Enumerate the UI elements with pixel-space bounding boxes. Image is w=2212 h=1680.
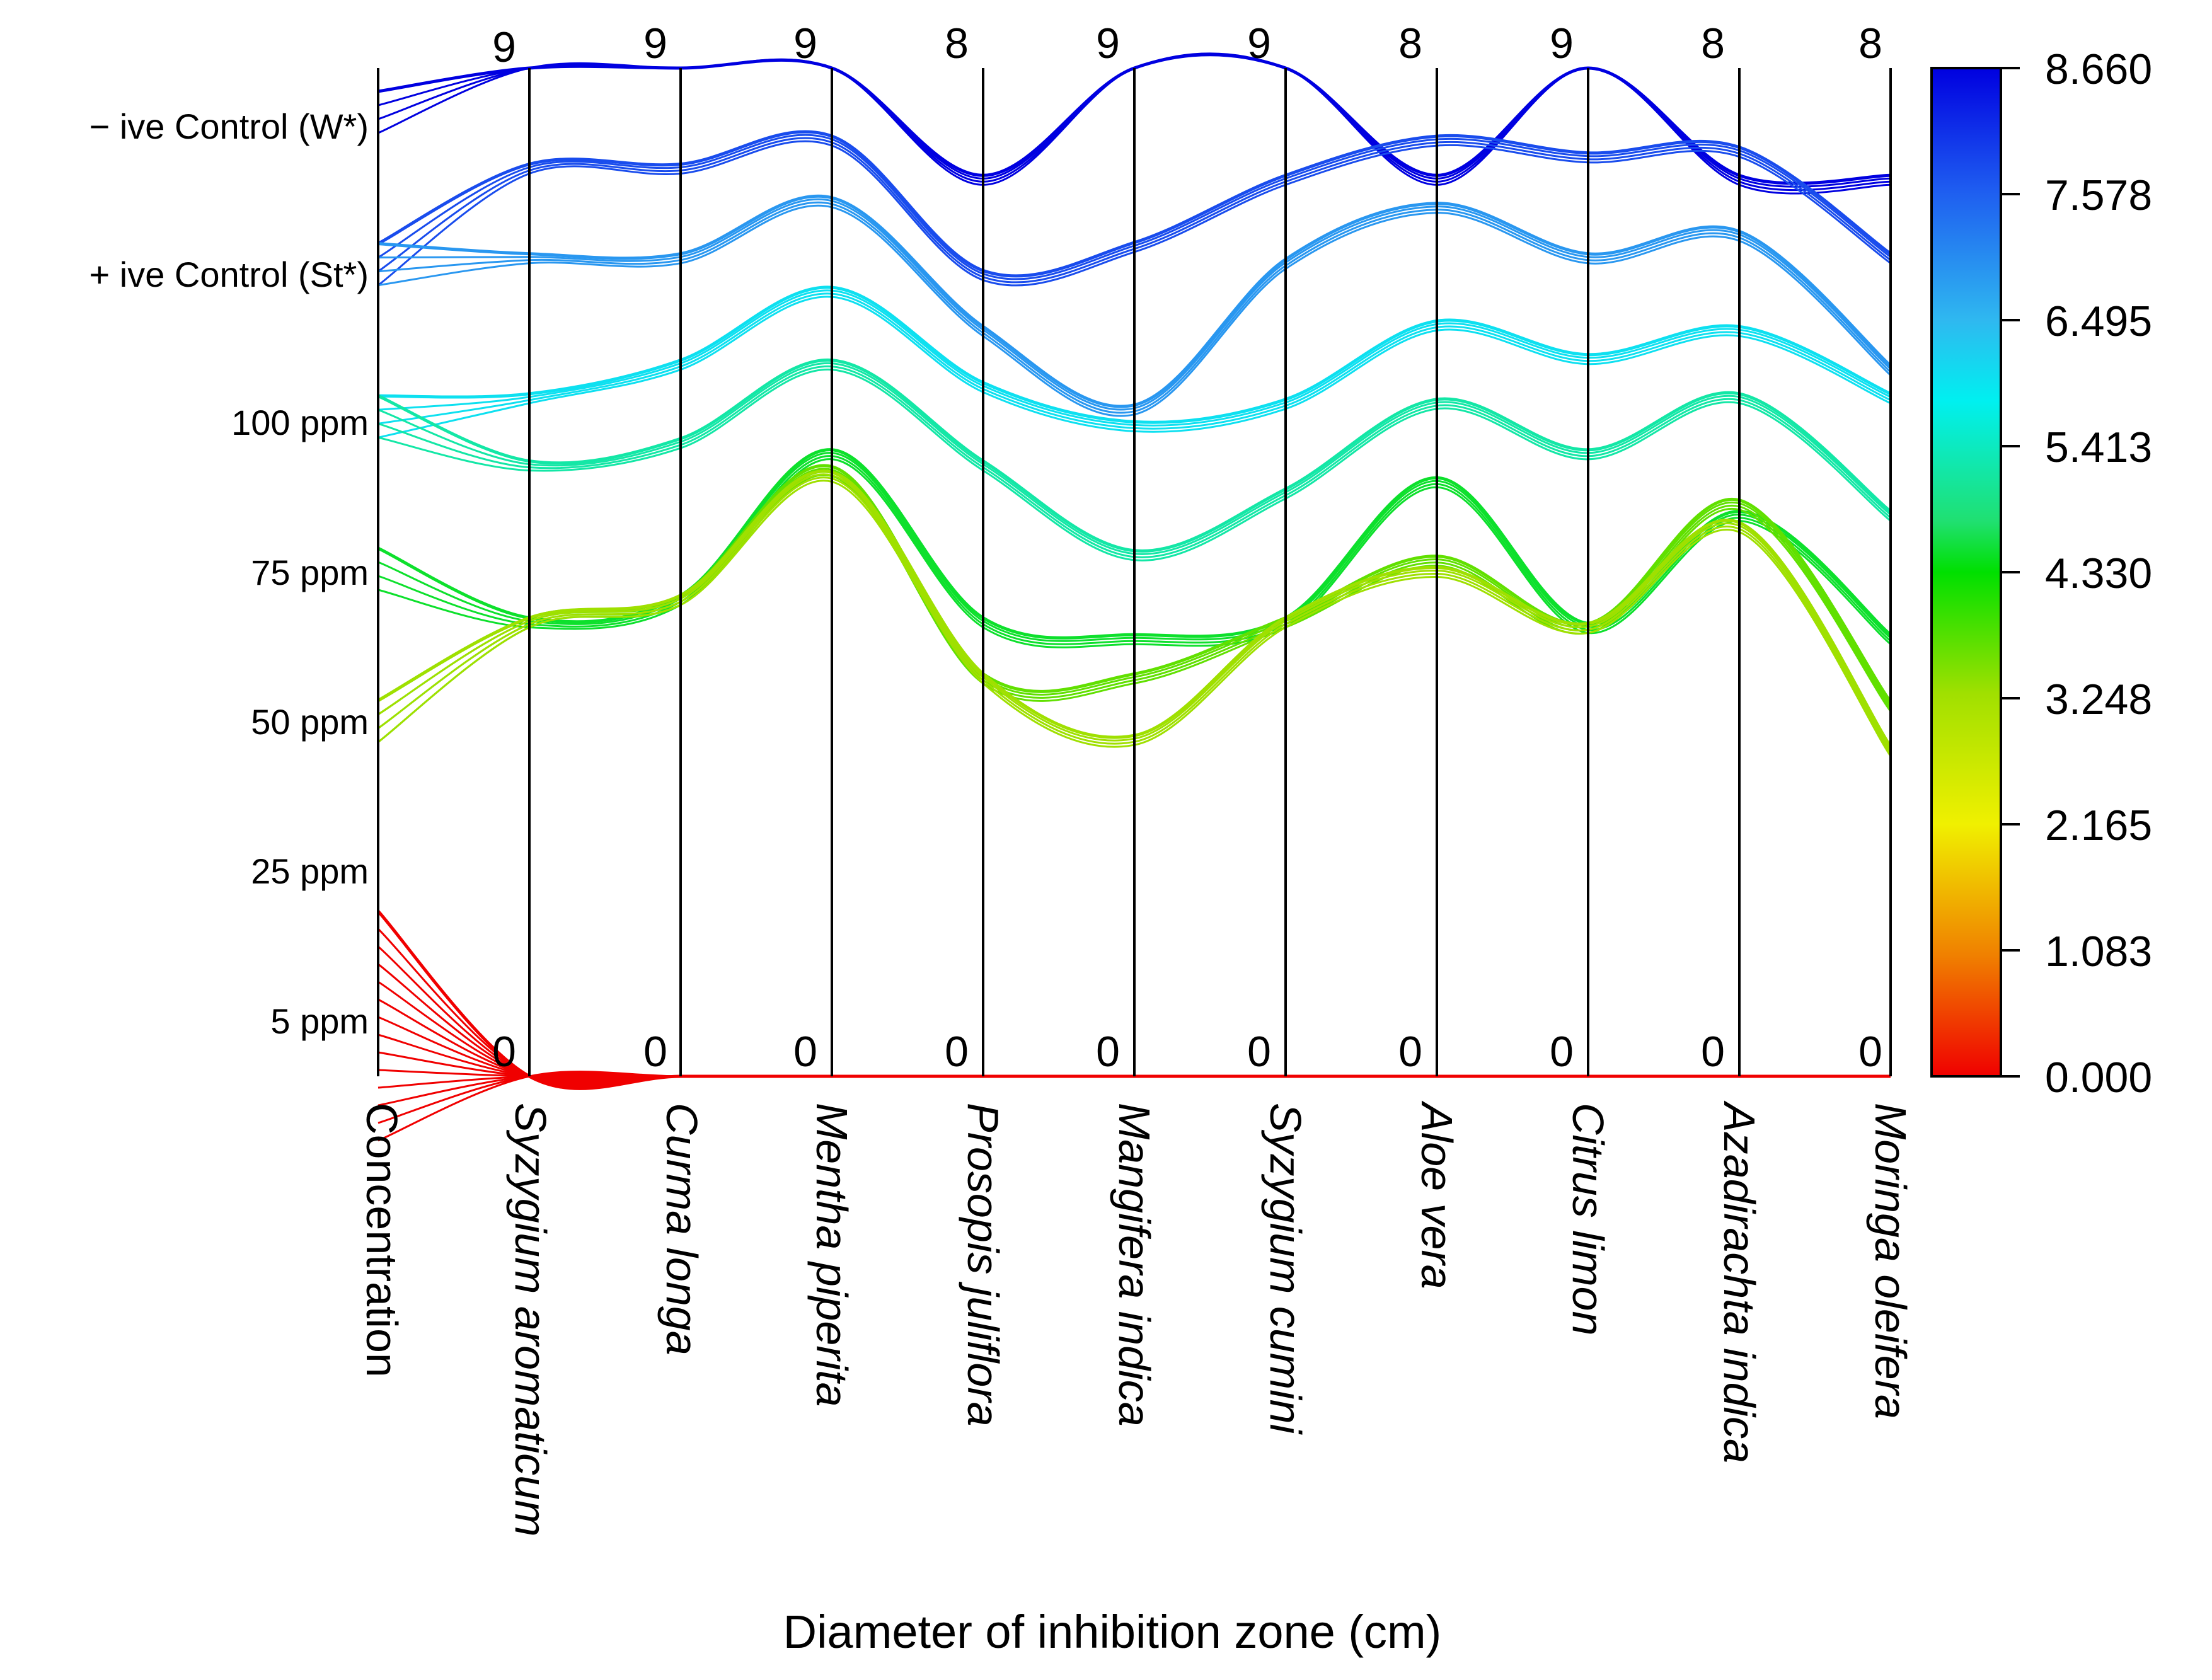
concentration-level: 25 ppm xyxy=(251,851,369,891)
series-line xyxy=(377,52,1891,195)
series-line xyxy=(377,134,1891,280)
concentration-axis-labels: 5 ppm 25 ppm 50 ppm 75 ppm 100 ppm + ive… xyxy=(89,106,369,1041)
axis-name-labels: Concentration Syzygium aromaticum Curma … xyxy=(357,1100,1915,1537)
concentration-level: 50 ppm xyxy=(251,702,369,742)
axis-max-labels: 9 9 9 8 9 9 8 9 8 8 xyxy=(492,20,1882,71)
concentration-level: 5 ppm xyxy=(270,1001,369,1041)
axis-max-label: 9 xyxy=(1096,20,1120,67)
series-line xyxy=(377,137,1891,284)
axis-min-label: 0 xyxy=(492,1028,516,1076)
concentration-level: 100 ppm xyxy=(231,403,369,442)
colorbar-gradient xyxy=(1930,67,2002,1078)
axis-min-labels: 0 0 0 0 0 0 0 0 0 0 xyxy=(492,1028,1882,1076)
axis-name-label: Azadirachta indica xyxy=(1715,1100,1764,1463)
axis-name-label: Citrus limon xyxy=(1564,1103,1613,1336)
colorbar-tick-label: 8.660 xyxy=(2045,45,2152,93)
axis-name-label: Mangifera indica xyxy=(1110,1103,1159,1427)
colorbar-tick-label: 7.578 xyxy=(2045,171,2152,219)
series-line xyxy=(377,194,1892,408)
axis-min-label: 0 xyxy=(1096,1028,1120,1076)
colorbar-tick-label: 0.000 xyxy=(2045,1054,2152,1102)
axis-name-label: Mentha piperita xyxy=(807,1103,856,1407)
axis-min-label: 0 xyxy=(945,1028,969,1076)
axis-name-label: Moringa oleifera xyxy=(1866,1103,1915,1419)
series-line xyxy=(377,198,1891,411)
series-line xyxy=(377,201,1891,414)
axis-min-label: 0 xyxy=(793,1028,817,1076)
axis-max-label: 9 xyxy=(793,20,817,67)
axis-name-label: Syzygium cumini xyxy=(1261,1103,1310,1435)
axis-max-label: 9 xyxy=(1550,20,1574,67)
axis-max-label: 8 xyxy=(1398,20,1422,67)
axis-min-label: 0 xyxy=(1550,1028,1574,1076)
x-axis-title: Diameter of inhibition zone (cm) xyxy=(783,1606,1442,1658)
axis-max-label: 8 xyxy=(945,20,969,67)
axis-max-label: 9 xyxy=(643,20,667,67)
axis-min-label: 0 xyxy=(1247,1028,1271,1076)
vertical-axes xyxy=(377,68,1892,1076)
axis-min-label: 0 xyxy=(643,1028,667,1076)
axis-name-label: Aloe vera xyxy=(1412,1100,1461,1289)
series-line xyxy=(377,204,1891,417)
concentration-level: − ive Control (W*) xyxy=(89,106,369,146)
axis-max-label: 8 xyxy=(1701,20,1725,67)
series-line xyxy=(377,130,1892,278)
colorbar-tick-label: 3.248 xyxy=(2045,676,2152,723)
concentration-axis-name: Concentration xyxy=(357,1103,406,1378)
axis-max-label: 9 xyxy=(492,23,516,71)
axis-name-label: Prosopis juliflora xyxy=(959,1103,1008,1427)
colorbar-ticks xyxy=(2001,67,2020,1078)
series-line xyxy=(377,140,1891,287)
axis-name-label: Syzygium aromaticum xyxy=(506,1103,555,1537)
colorbar-tick-label: 5.413 xyxy=(2045,423,2152,471)
axis-min-label: 0 xyxy=(1858,1028,1882,1076)
colorbar-tick-label: 6.495 xyxy=(2045,297,2152,345)
colorbar: 8.660 7.578 6.495 5.413 4.330 3.248 2.16… xyxy=(1930,45,2152,1102)
axis-min-label: 0 xyxy=(1398,1028,1422,1076)
concentration-level: + ive Control (St*) xyxy=(89,255,369,294)
colorbar-tick-label: 1.083 xyxy=(2045,928,2152,975)
colorbar-tick-label: 4.330 xyxy=(2045,549,2152,597)
axis-max-label: 9 xyxy=(1247,20,1271,67)
concentration-level: 75 ppm xyxy=(251,553,369,592)
axis-name-label: Curma longa xyxy=(657,1103,706,1355)
axis-max-label: 8 xyxy=(1858,20,1882,67)
colorbar-tick-label: 2.165 xyxy=(2045,802,2152,849)
axis-min-label: 0 xyxy=(1701,1028,1725,1076)
